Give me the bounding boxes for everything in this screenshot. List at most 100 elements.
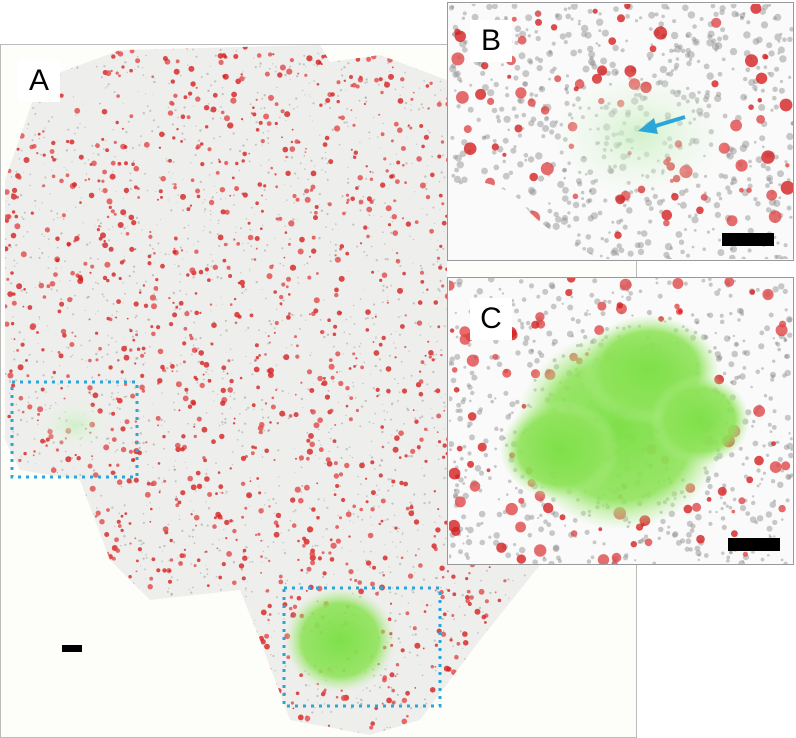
cell <box>265 198 267 201</box>
cell <box>152 466 154 468</box>
cell <box>538 85 546 93</box>
cell <box>480 70 486 76</box>
cell <box>706 72 714 80</box>
cell <box>181 529 184 533</box>
cell <box>206 524 209 527</box>
cell <box>342 353 344 355</box>
cell <box>157 198 159 201</box>
cell <box>440 89 442 91</box>
cell <box>180 74 182 77</box>
cell <box>203 188 205 191</box>
cell <box>149 230 152 234</box>
cell <box>245 355 247 358</box>
cell <box>169 322 174 327</box>
cell <box>428 323 429 325</box>
cell <box>63 167 65 169</box>
cell <box>465 577 469 581</box>
cell <box>403 517 405 518</box>
cell <box>217 222 219 224</box>
cell <box>310 409 313 413</box>
cell <box>345 414 347 417</box>
cell <box>424 698 426 700</box>
cell <box>371 524 373 526</box>
cell <box>326 424 327 426</box>
cell <box>391 402 394 405</box>
cell <box>461 139 468 146</box>
cell <box>138 291 142 294</box>
cell <box>616 219 622 225</box>
cell <box>268 159 270 161</box>
cell <box>173 541 176 544</box>
cell <box>438 265 443 270</box>
cell <box>175 381 182 388</box>
cell <box>542 125 550 132</box>
cell <box>400 702 403 705</box>
cell <box>234 311 240 318</box>
cell <box>11 383 16 388</box>
cell <box>23 171 25 173</box>
cell <box>296 595 302 601</box>
cell <box>768 71 775 78</box>
cell <box>37 343 39 344</box>
cell <box>142 441 145 445</box>
cell <box>273 520 279 525</box>
cell <box>722 34 729 41</box>
cell <box>352 352 356 356</box>
cell <box>174 237 178 241</box>
cell <box>170 576 173 579</box>
cell <box>714 211 722 218</box>
cell <box>414 191 416 193</box>
cell <box>205 550 208 553</box>
cell <box>722 174 729 180</box>
cell <box>401 534 403 536</box>
cell <box>56 246 59 249</box>
cell <box>272 53 275 56</box>
cell <box>384 81 387 84</box>
cell <box>382 555 388 561</box>
cell <box>359 209 362 212</box>
cell <box>328 431 330 434</box>
cell <box>309 551 316 557</box>
cell <box>233 194 235 197</box>
cell <box>547 208 553 214</box>
cell <box>264 557 267 559</box>
cell <box>774 66 780 72</box>
cell <box>182 341 187 346</box>
cell <box>190 484 197 491</box>
cell <box>72 354 74 356</box>
cell <box>330 427 333 430</box>
cell <box>392 446 399 453</box>
cell <box>395 251 399 255</box>
cell <box>686 60 692 67</box>
cell <box>254 446 257 450</box>
cell <box>94 515 98 518</box>
cell <box>10 271 14 275</box>
cell <box>454 167 459 173</box>
cell <box>581 31 587 38</box>
cell <box>267 372 274 378</box>
cell <box>60 74 62 76</box>
cell <box>341 497 346 503</box>
cell <box>419 182 426 189</box>
cell <box>59 365 61 367</box>
cell <box>317 417 324 424</box>
cell <box>296 75 299 78</box>
cell <box>443 176 446 179</box>
cell <box>11 338 13 340</box>
cell <box>226 551 233 557</box>
cell <box>224 319 227 322</box>
cell <box>145 93 147 95</box>
cell <box>218 424 221 427</box>
cell <box>717 36 722 42</box>
cell <box>335 223 337 225</box>
cell <box>187 404 193 409</box>
cell <box>37 419 39 422</box>
cell <box>254 143 257 146</box>
cell <box>205 412 208 414</box>
cell <box>374 468 376 470</box>
cell <box>111 54 116 59</box>
cell <box>136 357 139 360</box>
cell <box>187 224 190 227</box>
cell <box>79 474 82 476</box>
cell <box>307 526 314 533</box>
